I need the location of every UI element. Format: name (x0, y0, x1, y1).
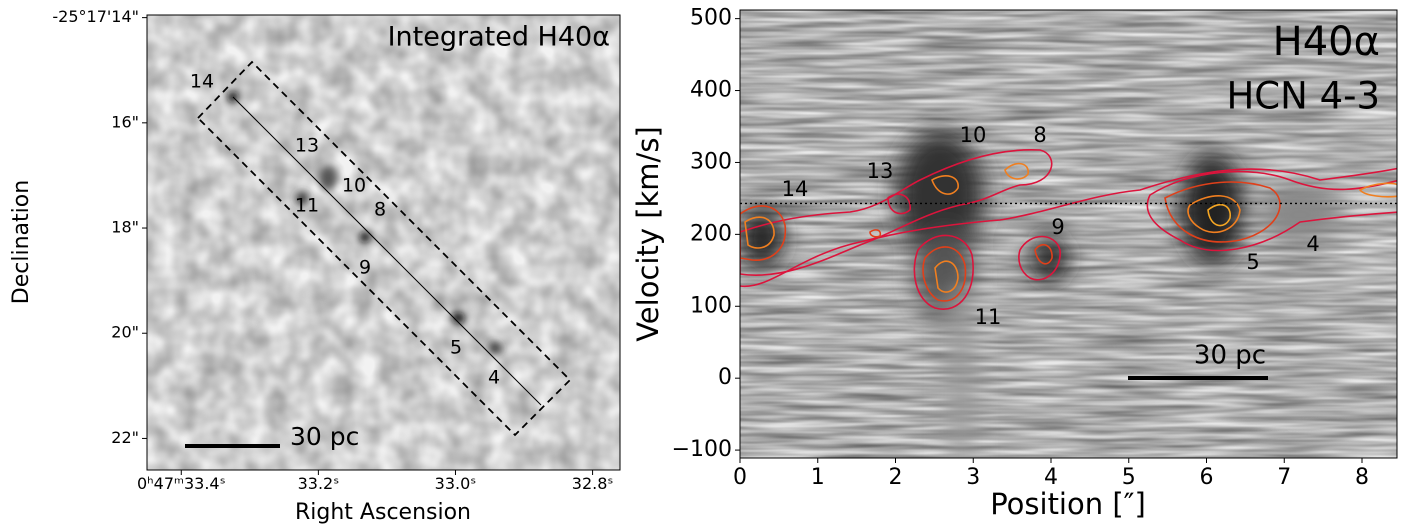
source-label: 4 (488, 367, 500, 389)
x-tick-label: 3 (966, 465, 980, 490)
source-label: 10 (960, 123, 987, 147)
chart-title: Integrated H40α (388, 22, 610, 53)
source-label: 8 (374, 199, 386, 221)
x-tick-label: 0 (733, 465, 747, 490)
x-tick-label: 0ʰ47ᵐ33.4ˢ (137, 474, 226, 493)
source-label: 9 (1051, 215, 1064, 239)
source-label: 5 (450, 337, 462, 359)
x-tick-label: 8 (1355, 465, 1369, 490)
x-tick-label: 7 (1277, 465, 1291, 490)
y-tick-label: 500 (690, 6, 732, 31)
y-tick-label: -25°17'14" (52, 7, 139, 26)
source-label: 11 (975, 305, 1002, 329)
x-tick-label: 2 (889, 465, 903, 490)
x-tick-label: 1 (811, 465, 825, 490)
x-tick-label: 33.0ˢ (435, 474, 477, 493)
y-axis-label: Declination (9, 180, 34, 304)
scale-bar-label: 30 pc (1194, 341, 1266, 371)
source-label: 8 (1033, 123, 1046, 147)
x-axis-label: Position [″] (990, 487, 1146, 521)
source-label: 11 (295, 195, 319, 217)
y-tick-label: 400 (690, 78, 732, 103)
y-tick-label: 100 (690, 293, 732, 318)
source-label: 9 (359, 257, 371, 279)
y-tick-label: 300 (690, 149, 732, 174)
legend-label: HCN 4-3 (1226, 75, 1380, 118)
source-label: 14 (190, 71, 214, 93)
pv-image (740, 10, 1397, 458)
x-tick-label: 6 (1200, 465, 1214, 490)
source-label: 5 (1246, 250, 1259, 274)
y-tick-label: 20" (111, 323, 139, 342)
source-label: 10 (342, 175, 366, 197)
y-tick-label: 200 (690, 221, 732, 246)
y-tick-label: 22" (111, 428, 139, 447)
x-axis-label: Right Ascension (295, 500, 471, 525)
x-tick-label: 32.8ˢ (572, 474, 614, 493)
source-label: 14 (782, 177, 809, 201)
legend-label: H40α (1273, 19, 1380, 65)
sky-image (147, 15, 620, 470)
y-tick-label: −100 (672, 437, 732, 462)
scale-bar-label: 30 pc (290, 422, 359, 451)
y-tick-label: 16" (111, 112, 139, 131)
y-tick-label: 18" (111, 218, 139, 237)
source-label: 4 (1306, 232, 1319, 256)
source-label: 13 (295, 135, 319, 157)
y-tick-label: 0 (718, 365, 732, 390)
x-tick-label: 33.2ˢ (298, 474, 340, 493)
x-tick-label: 5 (1122, 465, 1136, 490)
source-label: 13 (867, 159, 894, 183)
x-tick-label: 4 (1044, 465, 1058, 490)
y-axis-label: Velocity [km/s] (631, 126, 665, 342)
plot-frame (146, 14, 621, 471)
